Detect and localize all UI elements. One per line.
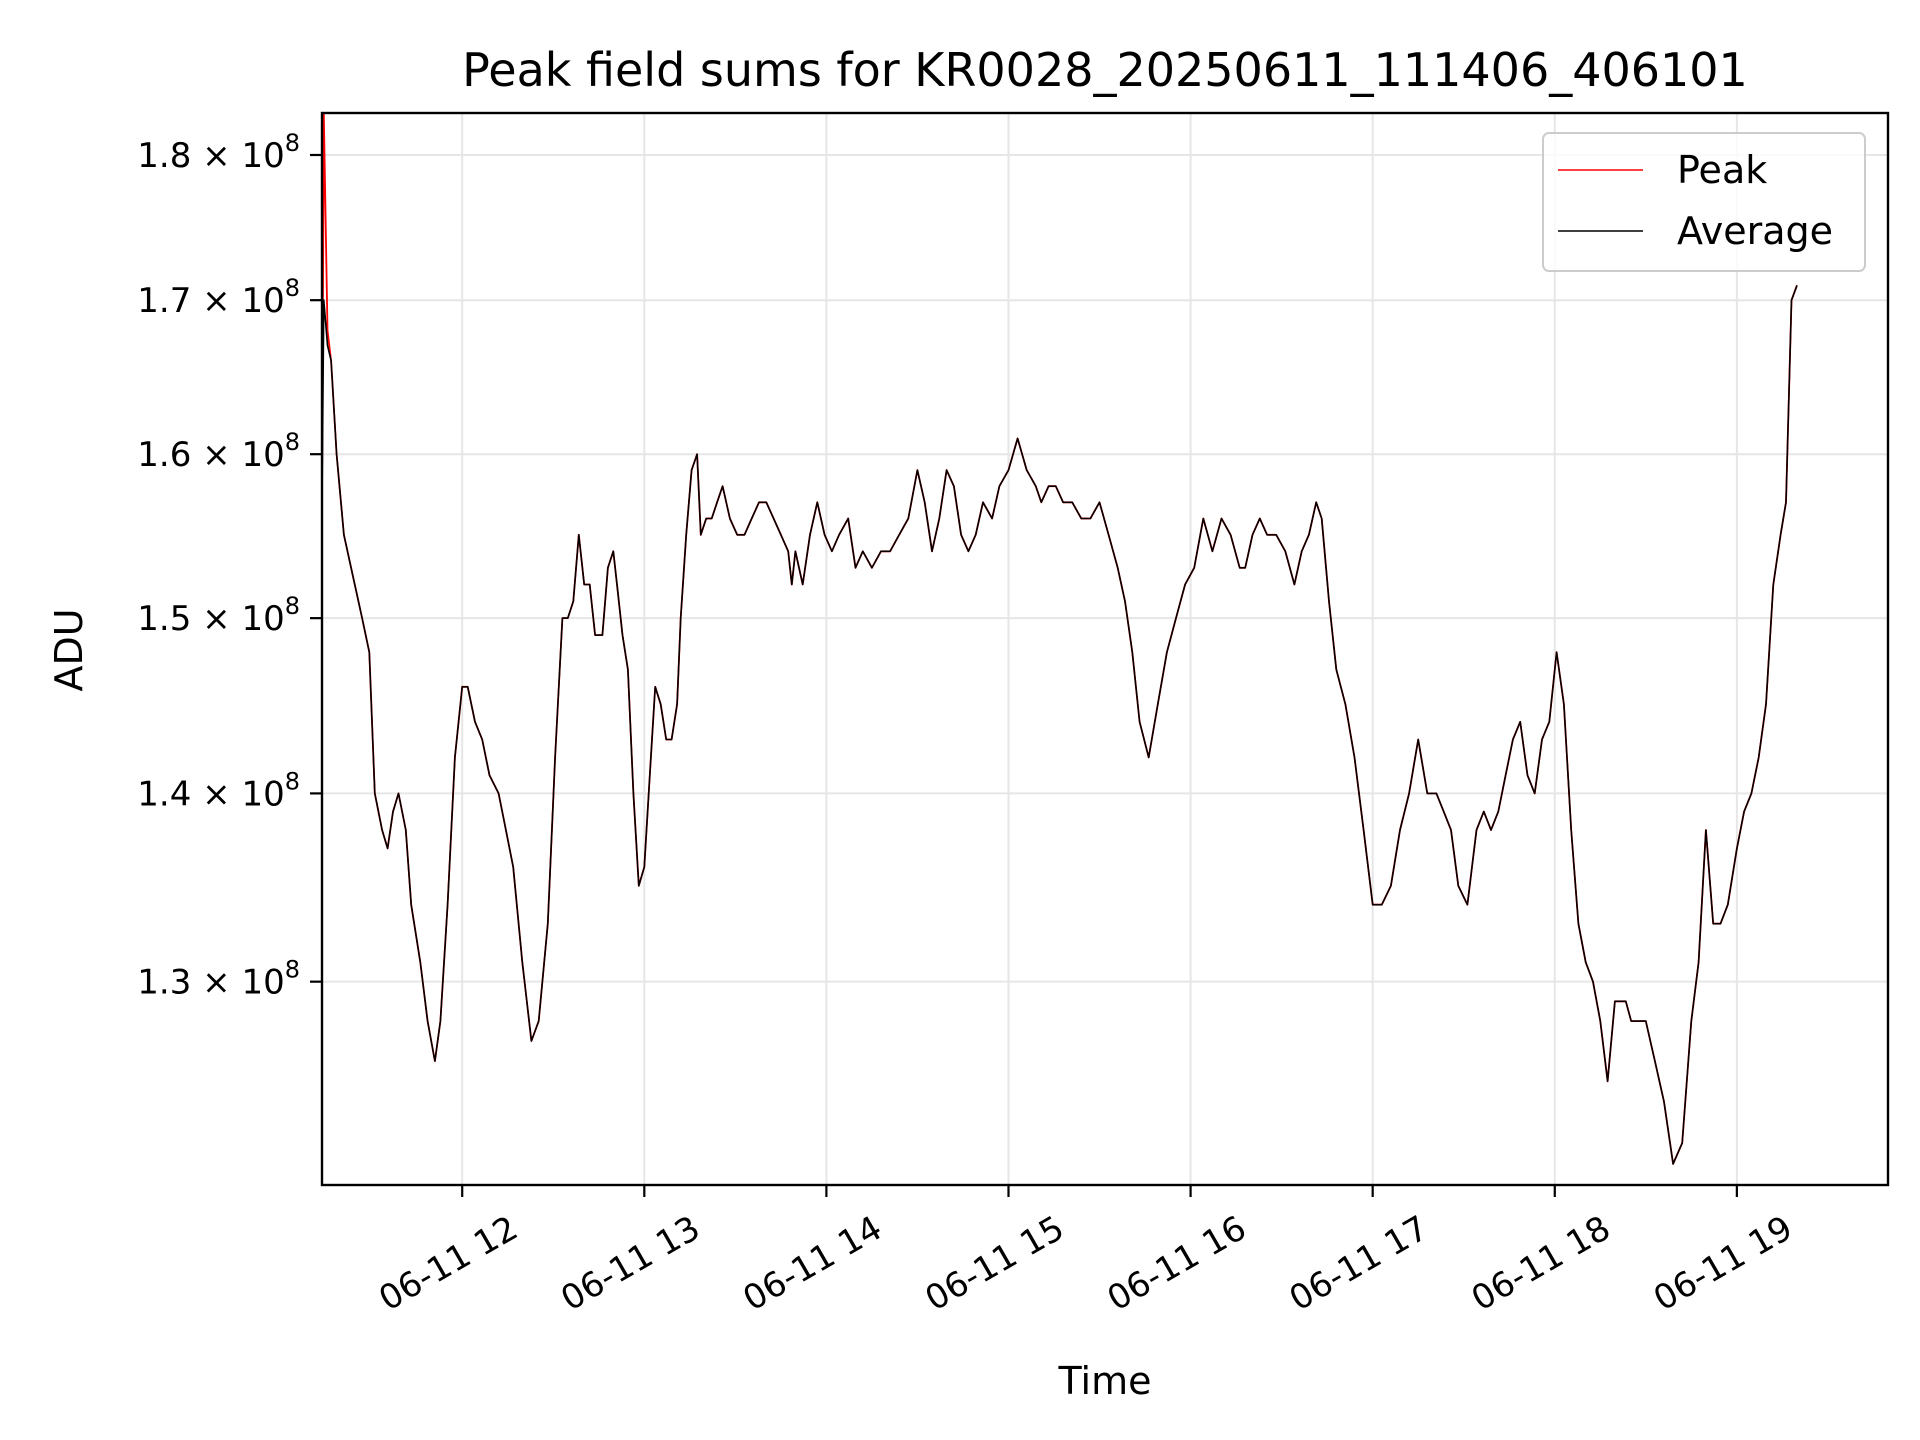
x-tick-label: 06-11 16	[1101, 1208, 1253, 1319]
x-tick-label: 06-11 19	[1647, 1208, 1799, 1319]
y-tick-base: 10	[241, 136, 284, 176]
y-tick-base: 10	[241, 774, 284, 814]
y-tick-base: 10	[241, 599, 284, 639]
y-tick-base: 10	[241, 435, 284, 475]
legend-label-peak: Peak	[1677, 148, 1767, 192]
y-tick-exponent: 8	[285, 274, 300, 302]
series-line-average	[322, 285, 1798, 1165]
x-tick-label: 06-11 18	[1465, 1208, 1617, 1319]
legend-box	[1542, 132, 1866, 272]
y-tick-mantissa: 1.8	[137, 136, 191, 176]
y-tick-label: 1.6 × 108	[137, 428, 300, 475]
y-tick-base: 10	[241, 963, 284, 1003]
y-tick-mantissa: 1.3	[137, 963, 191, 1003]
y-tick-label: 1.5 × 108	[137, 592, 300, 639]
y-tick-mantissa: 1.7	[137, 281, 191, 321]
x-axis-label: Time	[1058, 1359, 1152, 1403]
y-tick-exponent: 8	[285, 767, 300, 795]
y-tick-base: 10	[241, 281, 284, 321]
y-tick-mantissa: 1.6	[137, 435, 191, 475]
chart-title: Peak field sums for KR0028_20250611_1114…	[462, 43, 1748, 97]
y-axis-label: ADU	[47, 608, 91, 691]
plot-frame	[320, 111, 1890, 1187]
x-tick-label: 06-11 14	[737, 1208, 889, 1319]
x-axis: 06-11 12 06-11 13 06-11 14 06-11 15 06-11 16…	[372, 1185, 1799, 1319]
y-tick-times: ×	[191, 599, 241, 639]
y-tick-exponent: 8	[285, 428, 300, 456]
y-tick-mantissa: 1.5	[137, 599, 191, 639]
y-tick-label: 1.3 × 108	[137, 956, 300, 1003]
y-tick-label: 1.4 × 108	[137, 767, 300, 814]
x-tick-label: 06-11 13	[554, 1208, 706, 1319]
y-tick-times: ×	[191, 281, 241, 321]
y-tick-label: 1.8 × 108	[137, 129, 300, 176]
y-tick-exponent: 8	[285, 129, 300, 157]
y-tick-times: ×	[191, 963, 241, 1003]
x-tick-label: 06-11 17	[1283, 1208, 1435, 1319]
legend-label-average: Average	[1677, 209, 1833, 253]
y-tick-exponent: 8	[285, 956, 300, 984]
y-tick-times: ×	[191, 774, 241, 814]
y-tick-times: ×	[191, 435, 241, 475]
grid	[322, 113, 1888, 1185]
series-layer	[322, 113, 1798, 1165]
x-tick-label: 06-11 12	[372, 1208, 524, 1319]
x-tick-label: 06-11 15	[919, 1208, 1071, 1319]
legend: Peak Average	[1542, 132, 1866, 272]
y-tick-times: ×	[191, 136, 241, 176]
y-tick-label: 1.7 × 108	[137, 274, 300, 321]
y-tick-exponent: 8	[285, 592, 300, 620]
y-tick-mantissa: 1.4	[137, 774, 191, 814]
